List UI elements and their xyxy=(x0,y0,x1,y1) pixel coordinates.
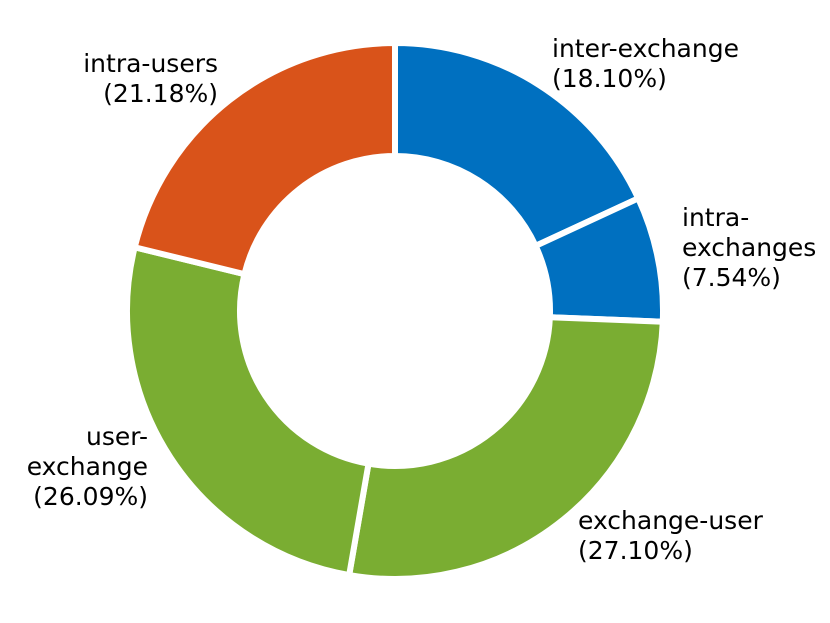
label-percentage: (26.09%) xyxy=(33,482,148,511)
label-name-line: intra- xyxy=(682,203,749,232)
slice-inter-exchange xyxy=(392,39,643,250)
slice-user-exchange xyxy=(124,243,372,579)
label-percentage: (18.10%) xyxy=(552,64,667,93)
label-name-line: user- xyxy=(86,422,148,451)
label-percentage: (27.10%) xyxy=(578,536,693,565)
label-user-exchange: user-exchange (26.09%) xyxy=(27,422,148,511)
label-name-line: exchange-user xyxy=(578,506,764,535)
slice-intra-users xyxy=(131,39,398,278)
label-name-line: inter-exchange xyxy=(552,34,739,63)
label-name-line: intra-users xyxy=(83,49,218,78)
label-percentage: (21.18%) xyxy=(103,79,218,108)
label-name-line: exchanges xyxy=(682,233,816,262)
label-intra-exchanges: intra-exchanges (7.54%) xyxy=(682,203,816,292)
slice-labels: inter-exchange (18.10%) intra-exchanges (7.… xyxy=(27,34,817,565)
label-intra-users: intra-users (21.18%) xyxy=(83,49,218,108)
label-name-line: exchange xyxy=(27,452,148,481)
label-percentage: (7.54%) xyxy=(682,263,781,292)
label-exchange-user: exchange-user (27.10%) xyxy=(578,506,764,565)
label-inter-exchange: inter-exchange (18.10%) xyxy=(552,34,739,93)
slice-exchange-user xyxy=(345,314,666,582)
donut-slices xyxy=(124,39,666,582)
